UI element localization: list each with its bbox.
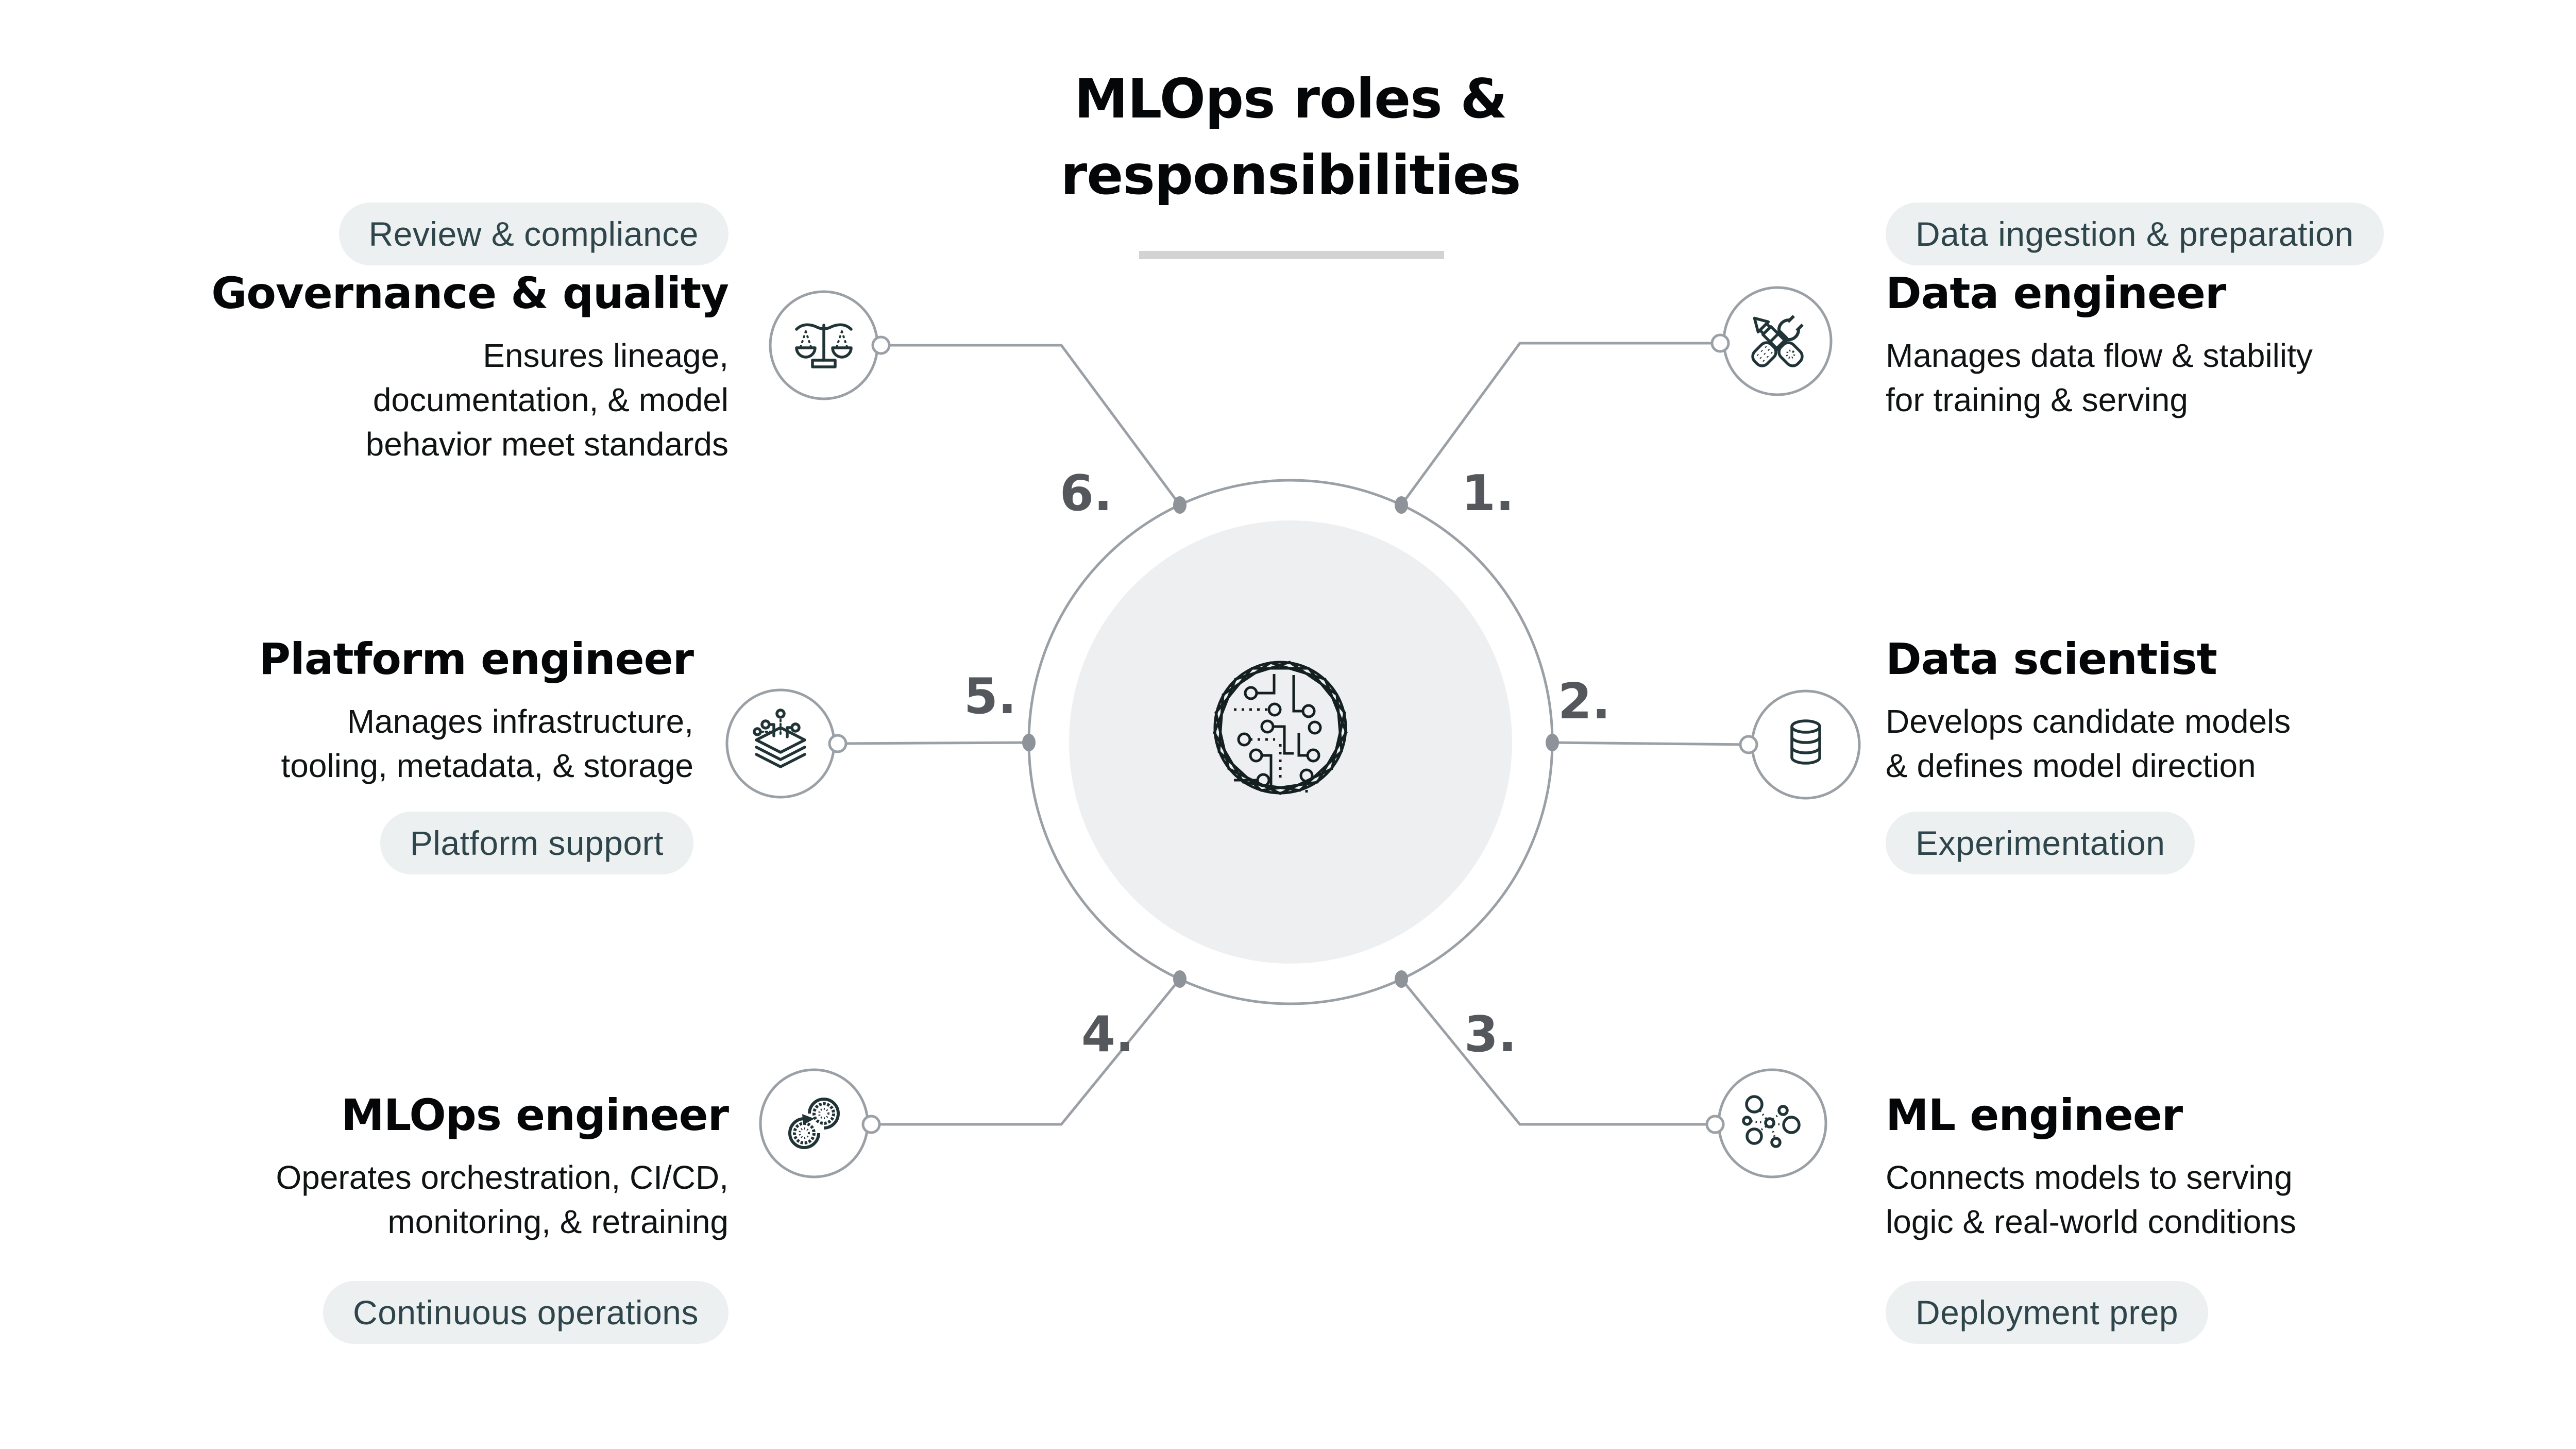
anchor-dot-6: [1173, 496, 1187, 514]
step-number-1: 1.: [1461, 465, 1515, 522]
database-icon: [1790, 719, 1821, 765]
connector-1: [1400, 342, 1720, 506]
connector-6: [881, 344, 1181, 506]
desc-line: Manages data flow & stability: [1886, 337, 2313, 374]
connector-2: [1552, 741, 1749, 746]
step-number-5: 5.: [963, 668, 1017, 725]
role-description-data-engineer: Manages data flow & stability for traini…: [1886, 333, 2555, 422]
ring-connector-1: [1710, 333, 1730, 353]
bubble-ring-connectors: [828, 333, 1758, 1134]
connector-5: [837, 741, 1029, 745]
ai-circuit-icon: [1213, 661, 1348, 795]
anchor-dot-2: [1546, 734, 1559, 751]
role-mlops-engineer: MLOps engineer Operates orchestration, C…: [33, 1090, 729, 1344]
step-number-3: 3.: [1464, 1006, 1517, 1063]
page-title: MLOps roles & responsibilities: [1060, 61, 1521, 213]
desc-line: & defines model direction: [1886, 747, 2256, 784]
gears-cycle-icon: [788, 1098, 840, 1149]
anchor-dot-3: [1395, 970, 1408, 988]
desc-line: documentation, & model: [372, 381, 728, 418]
role-description-ml-engineer: Connects models to serving logic & real-…: [1886, 1155, 2576, 1244]
ring-connector-3: [1705, 1115, 1725, 1134]
role-description-data-scientist: Develops candidate models & defines mode…: [1886, 699, 2555, 788]
tools-icon: [1751, 313, 1806, 367]
role-title-platform-engineer: Platform engineer: [259, 634, 694, 684]
ring-connector-5: [828, 734, 848, 753]
ring-connector-2: [1739, 735, 1758, 754]
ring-connector-4: [861, 1115, 881, 1134]
role-title-governance-quality: Governance & quality: [211, 268, 729, 318]
role-ml-engineer: ML engineer Connects models to serving l…: [1886, 1092, 2576, 1344]
desc-line: behavior meet standards: [365, 426, 728, 463]
desc-line: logic & real-world conditions: [1886, 1203, 2296, 1240]
desc-line: Manages infrastructure,: [347, 703, 693, 740]
desc-line: for training & serving: [1886, 381, 2188, 418]
anchor-dot-5: [1022, 734, 1036, 751]
stage-badge-continuous-operations: Continuous operations: [323, 1281, 728, 1344]
hub-inner-circle: [1069, 520, 1512, 964]
stage-badge-experimentation: Experimentation: [1886, 812, 2195, 874]
role-data-engineer: Data ingestion & preparation Data engine…: [1886, 203, 2555, 422]
scales-icon: [795, 323, 853, 368]
role-title-data-engineer: Data engineer: [1886, 268, 2226, 318]
title-underline: [1139, 251, 1444, 259]
role-platform-engineer: Platform engineer Manages infrastructure…: [49, 634, 694, 874]
ring-connector-6: [871, 335, 891, 355]
stage-badge-data-ingestion: Data ingestion & preparation: [1886, 203, 2384, 265]
stage-badge-review-compliance: Review & compliance: [338, 203, 728, 265]
anchor-dot-4: [1173, 970, 1187, 988]
desc-line: Ensures lineage,: [483, 337, 728, 374]
connector-lines: [837, 342, 1749, 1126]
anchor-dot-1: [1395, 496, 1408, 514]
role-description-platform-engineer: Manages infrastructure, tooling, metadat…: [49, 699, 694, 788]
step-number-6: 6.: [1059, 465, 1113, 522]
layers-circuit-icon: [753, 709, 806, 768]
page-title-line-2: responsibilities: [1060, 144, 1521, 207]
role-data-scientist: Data scientist Develops candidate models…: [1886, 636, 2555, 874]
step-number-4: 4.: [1081, 1006, 1134, 1063]
role-description-governance-quality: Ensures lineage, documentation, & model …: [84, 333, 728, 466]
ring-anchor-dots: [1022, 496, 1559, 988]
desc-line: Operates orchestration, CI/CD,: [276, 1159, 728, 1196]
desc-line: monitoring, & retraining: [387, 1203, 728, 1240]
role-title-mlops-engineer: MLOps engineer: [341, 1090, 729, 1140]
step-number-2: 2.: [1557, 673, 1611, 730]
stage-badge-platform-support: Platform support: [380, 812, 693, 874]
role-title-ml-engineer: ML engineer: [1886, 1090, 2183, 1140]
role-title-data-scientist: Data scientist: [1886, 634, 2217, 684]
desc-line: Develops candidate models: [1886, 703, 2291, 740]
connector-4: [871, 978, 1181, 1126]
connector-3: [1400, 978, 1715, 1126]
role-governance-quality: Review & compliance Governance & quality…: [84, 203, 729, 466]
role-description-mlops-engineer: Operates orchestration, CI/CD, monitorin…: [33, 1155, 728, 1244]
page-title-line-1: MLOps roles &: [1074, 68, 1507, 130]
stage-badge-deployment-prep: Deployment prep: [1886, 1281, 2209, 1344]
network-icon: [1742, 1095, 1801, 1148]
desc-line: tooling, metadata, & storage: [281, 747, 694, 784]
desc-line: Connects models to serving: [1886, 1159, 2293, 1196]
